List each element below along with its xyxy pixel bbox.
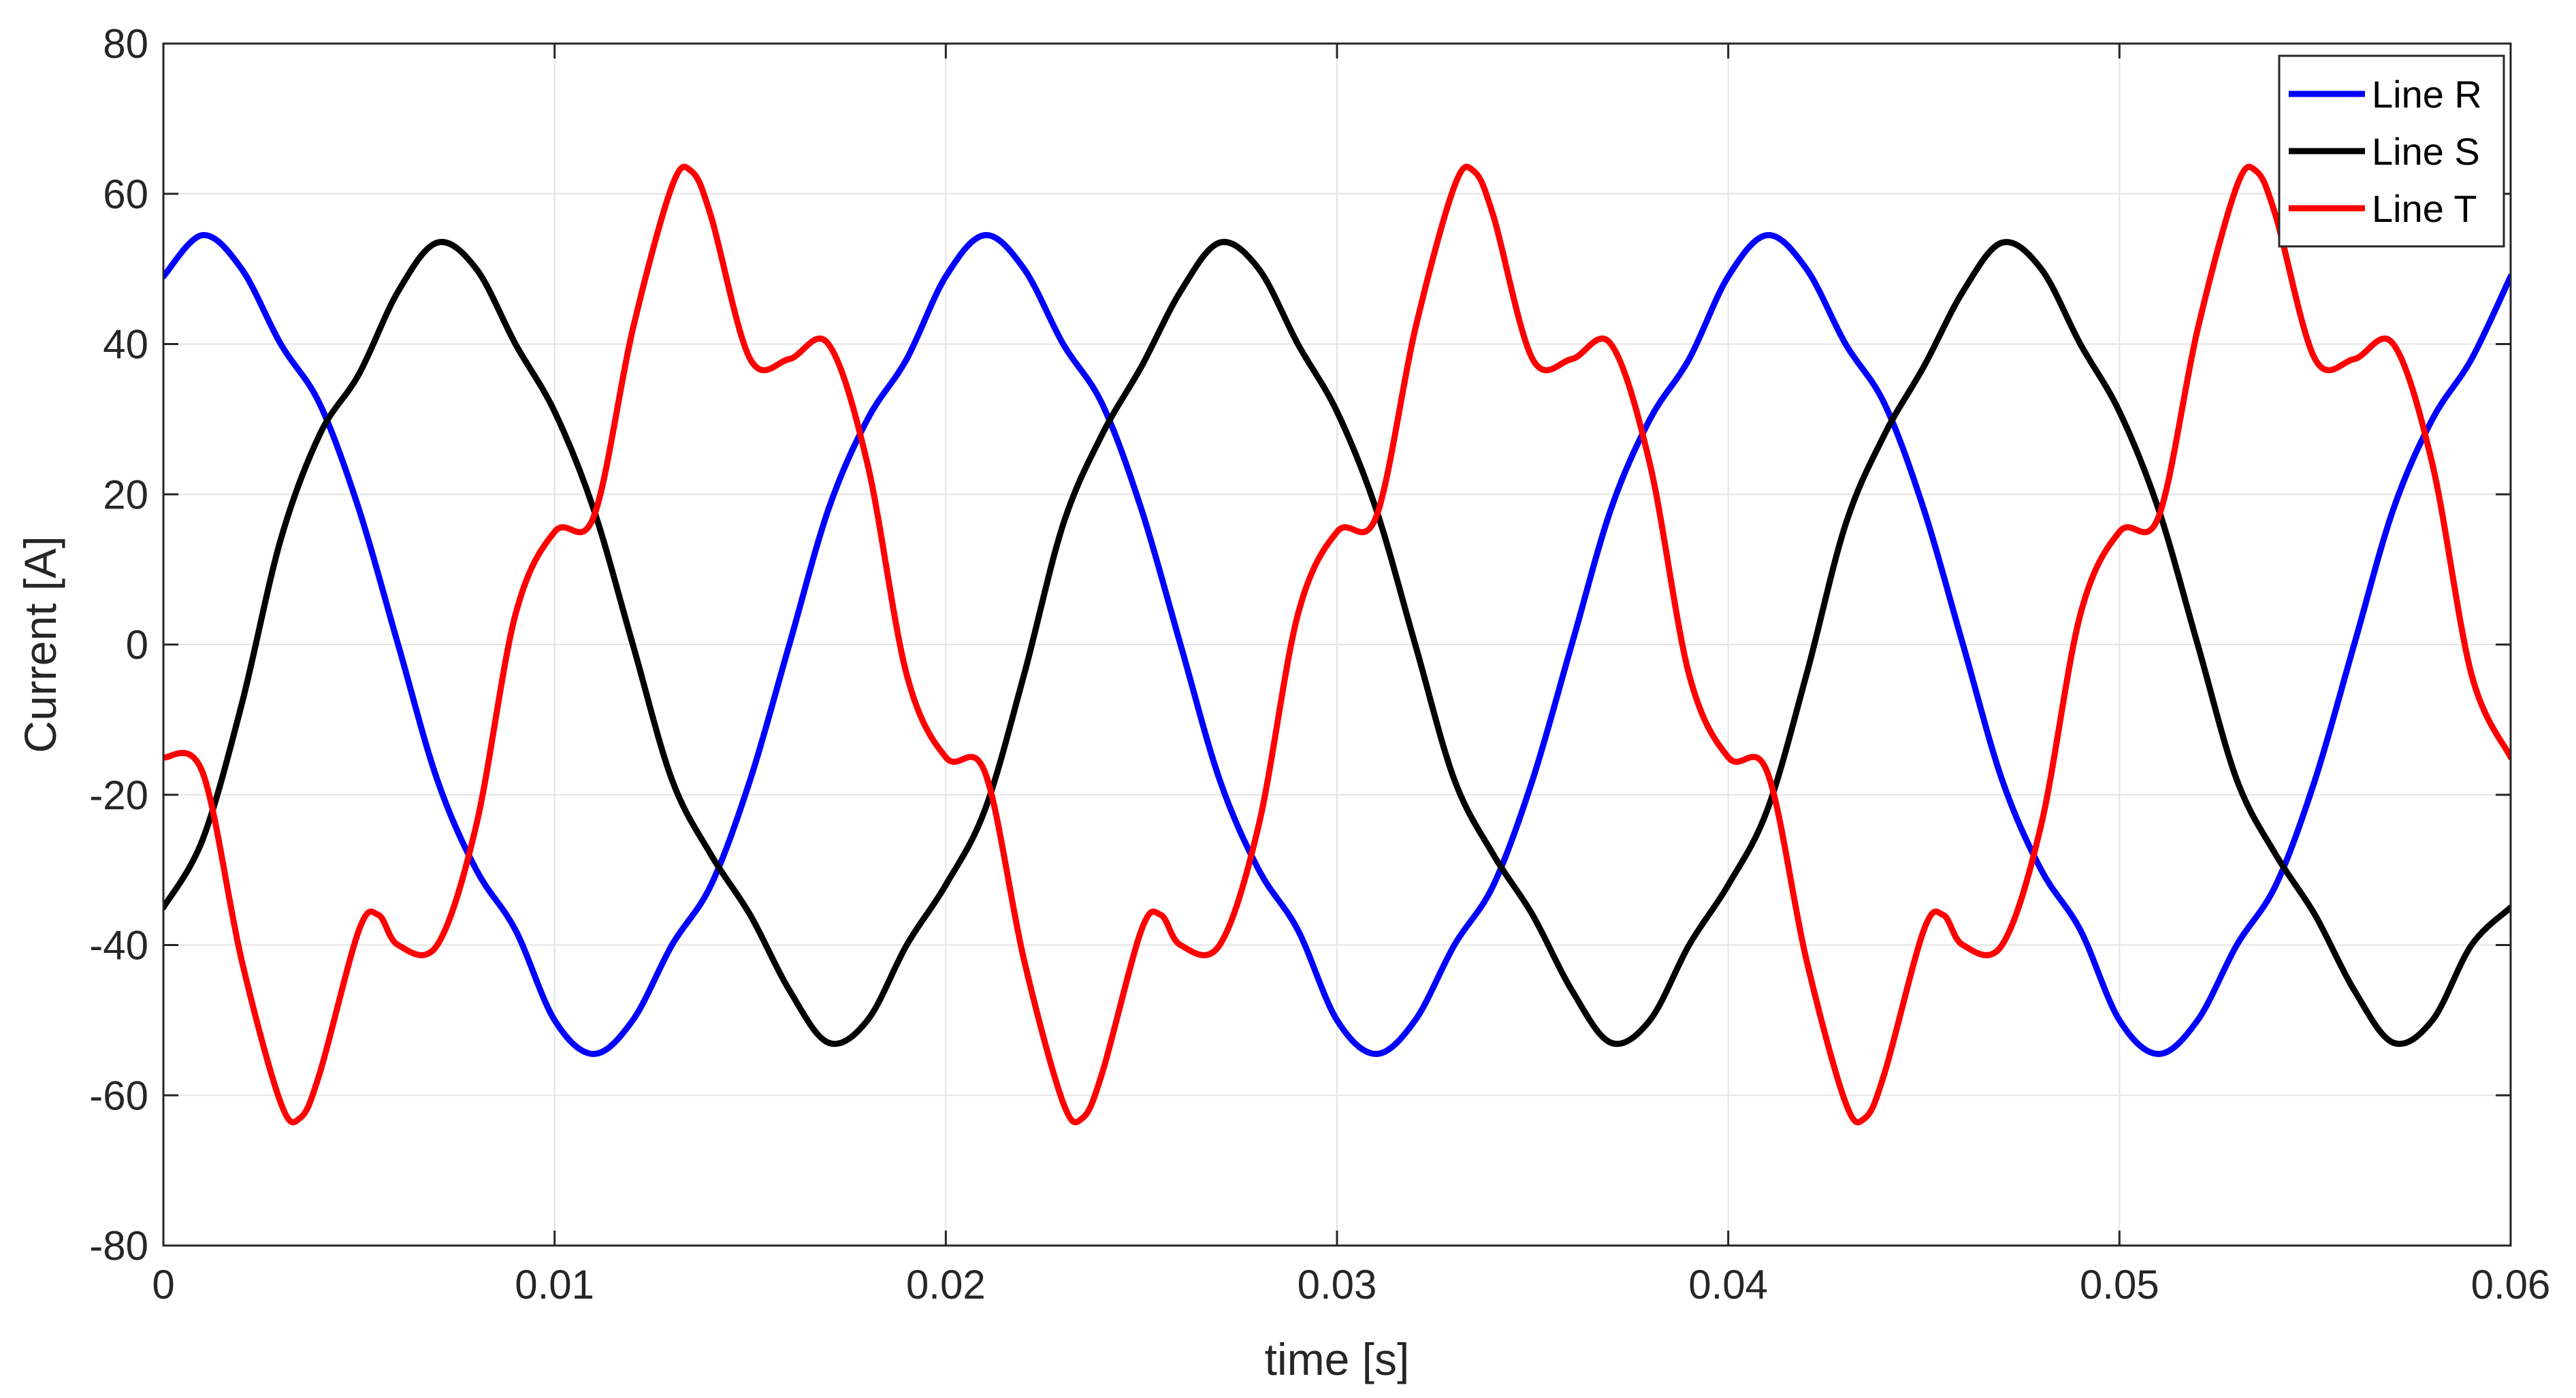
legend-label: Line T — [2372, 187, 2477, 230]
x-axis-title: time [s] — [1265, 1334, 1410, 1384]
y-tick-label: 80 — [103, 21, 148, 67]
y-tick-label: -20 — [89, 773, 148, 818]
y-tick-label: 0 — [126, 622, 148, 668]
y-tick-label: 40 — [103, 322, 148, 368]
y-tick-label: 20 — [103, 472, 148, 517]
x-tick-label: 0 — [152, 1262, 174, 1307]
grid — [163, 43, 2511, 1246]
legend-label: Line S — [2372, 130, 2480, 173]
y-tick-label: -40 — [89, 923, 148, 969]
x-tick-label: 0.04 — [1688, 1262, 1768, 1307]
series-line-line-r — [163, 231, 2511, 1057]
y-tick-label: -80 — [89, 1223, 148, 1269]
x-tick-label: 0.02 — [906, 1262, 986, 1307]
ticks: 0 0.01 0.02 0.03 0.04 0.05 0.06 -80 -60 -40 -20 0 20… — [89, 21, 2550, 1307]
legend: Line R Line S Line T — [2278, 54, 2505, 248]
series-line-line-s — [163, 239, 2511, 1047]
series-group — [163, 163, 2511, 1126]
legend-label: Line R — [2372, 73, 2482, 116]
x-tick-label: 0.06 — [2471, 1262, 2551, 1307]
x-tick-label: 0.03 — [1298, 1262, 1377, 1307]
series-line-line-t — [163, 163, 2511, 1126]
y-tick-label: -60 — [89, 1073, 148, 1118]
y-axis-title: Current [A] — [15, 536, 65, 753]
y-tick-label: 60 — [103, 172, 148, 217]
x-tick-label: 0.01 — [515, 1262, 594, 1307]
x-tick-label: 0.05 — [2080, 1262, 2159, 1307]
